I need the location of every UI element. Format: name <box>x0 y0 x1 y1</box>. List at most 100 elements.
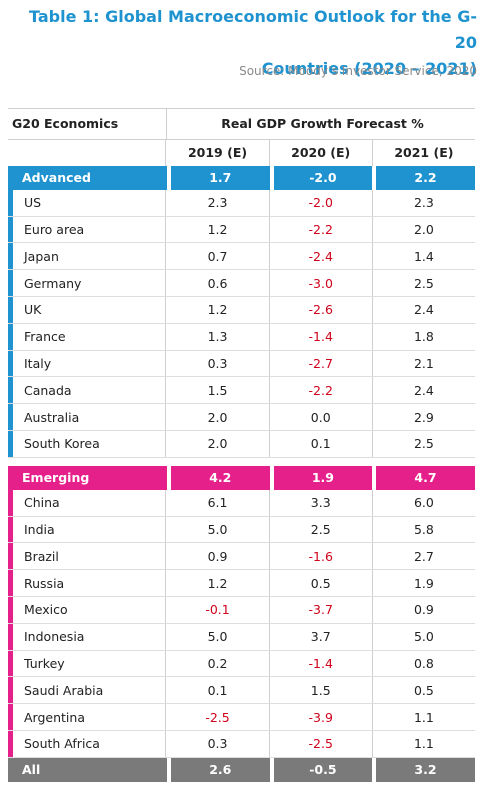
value-cell: 6.1 <box>166 489 270 516</box>
value-cell: 2.0 <box>166 404 270 430</box>
value-cell: -1.4 <box>270 323 373 350</box>
country-name: India <box>8 516 167 543</box>
value-cell: 0.3 <box>166 730 270 757</box>
gdp-table: G20 Economics Real GDP Growth Forecast %… <box>8 108 475 782</box>
value-cell: -2.4 <box>270 243 373 270</box>
country-name: Brazil <box>8 543 167 570</box>
value-cell: 0.5 <box>270 570 373 596</box>
advanced-label: Advanced <box>8 165 167 190</box>
value-cell: 3.7 <box>270 623 373 650</box>
value-cell: 0.9 <box>166 543 270 570</box>
value-cell: 0.8 <box>413 655 434 671</box>
value-cell: 1.8 <box>413 329 434 345</box>
value-cell: 1.5 <box>166 377 270 404</box>
table-row: Turkey 0.2 -1.4 0.8 <box>8 650 475 678</box>
value-cell: -3.9 <box>270 704 373 730</box>
table-row: Germany 0.6 -3.0 2.5 <box>8 270 475 297</box>
value-cell: 1.1 <box>413 709 434 725</box>
value-cell: 0.3 <box>166 350 270 377</box>
value-cell: 2.4 <box>413 302 434 318</box>
value-cell: 1.5 <box>270 677 373 704</box>
table-row: Australia 2.0 0.0 2.9 <box>8 404 475 431</box>
table-row: South Korea 2.0 0.1 2.5 <box>8 430 475 458</box>
title-line-1: Table 1: Global Macroeconomic Outlook fo… <box>29 7 477 52</box>
value-cell: 5.0 <box>413 629 434 645</box>
table-row: Saudi Arabia 0.1 1.5 0.5 <box>8 677 475 705</box>
value-cell: 3.3 <box>270 489 373 516</box>
table-row: South Africa 0.3 -2.5 1.1 <box>8 730 475 758</box>
value-cell: 2.1 <box>413 355 434 371</box>
value-cell: 2.0 <box>166 430 270 457</box>
table-row: Italy 0.3 -2.7 2.1 <box>8 350 475 378</box>
value-cell: 0.0 <box>270 404 373 430</box>
header-g20-economics: G20 Economics <box>12 116 119 131</box>
table-row: China 6.1 3.3 6.0 <box>8 489 475 517</box>
table-row: France 1.3 -1.4 1.8 <box>8 323 475 351</box>
value-cell: -0.1 <box>166 596 270 623</box>
emerging-label: Emerging <box>8 465 167 490</box>
spacer <box>8 458 475 466</box>
table-row: Russia 1.2 0.5 1.9 <box>8 570 475 597</box>
country-name: Germany <box>8 270 167 296</box>
value-cell: -3.0 <box>270 270 373 296</box>
country-name: Euro area <box>8 216 167 243</box>
country-name: UK <box>8 296 167 323</box>
value-cell: 5.8 <box>413 521 434 537</box>
emerging-group-row: Emerging 4.2 1.9 4.7 <box>8 465 475 490</box>
value-cell: 6.0 <box>413 495 434 511</box>
value-cell: 0.5 <box>413 682 434 698</box>
value-cell: 0.7 <box>166 243 270 270</box>
header-row-2: 2019 (E) 2020 (E) 2021 (E) <box>8 140 475 166</box>
emerging-2019: 4.2 <box>167 465 270 490</box>
value-cell: 0.9 <box>413 602 434 618</box>
all-label: All <box>8 757 167 782</box>
value-cell: 2.5 <box>413 436 434 452</box>
value-cell: 2.9 <box>413 409 434 425</box>
header-divider <box>166 109 167 139</box>
table-row: Euro area 1.2 -2.2 2.0 <box>8 216 475 244</box>
table-row: Brazil 0.9 -1.6 2.7 <box>8 543 475 571</box>
value-cell: -1.4 <box>270 650 373 677</box>
value-cell: 2.7 <box>413 548 434 564</box>
advanced-2020: -2.0 <box>269 165 373 190</box>
header-year-2019: 2019 (E) <box>166 140 270 166</box>
country-name: US <box>8 189 167 216</box>
advanced-2019: 1.7 <box>167 165 270 190</box>
emerging-section: China 6.1 3.3 6.0 India 5.0 2.5 5.8 Brazil 0.9 -1.… <box>8 489 475 758</box>
value-cell: 2.5 <box>270 516 373 543</box>
all-row: All 2.6 -0.5 3.2 <box>8 757 475 782</box>
country-name: Japan <box>8 243 167 270</box>
value-cell: 2.3 <box>166 189 270 216</box>
value-cell: -2.5 <box>166 704 270 730</box>
advanced-2021: 2.2 <box>372 165 475 190</box>
table-row: Indonesia 5.0 3.7 5.0 <box>8 623 475 651</box>
country-name: Saudi Arabia <box>8 677 167 704</box>
value-cell: 0.1 <box>270 430 373 457</box>
value-cell: 2.5 <box>413 275 434 291</box>
value-cell: -3.7 <box>270 596 373 623</box>
value-cell: 5.0 <box>166 516 270 543</box>
table-row: Mexico -0.1 -3.7 0.9 <box>8 596 475 624</box>
country-name: Mexico <box>8 596 167 623</box>
all-2020: -0.5 <box>269 757 373 782</box>
header-blank <box>8 140 167 166</box>
value-cell: 1.2 <box>166 570 270 596</box>
country-name: Indonesia <box>8 623 167 650</box>
table-row: US 2.3 -2.0 2.3 <box>8 189 475 217</box>
value-cell: 1.3 <box>166 323 270 350</box>
value-cell: 2.4 <box>413 382 434 398</box>
country-name: China <box>8 489 167 516</box>
value-cell: 1.9 <box>413 575 434 591</box>
value-cell: -1.6 <box>270 543 373 570</box>
all-2019: 2.6 <box>167 757 270 782</box>
header-real-gdp: Real GDP Growth Forecast % <box>221 116 424 131</box>
header-year-2020: 2020 (E) <box>270 140 373 166</box>
value-cell: 1.2 <box>166 296 270 323</box>
country-name: Italy <box>8 350 167 377</box>
country-name: Australia <box>8 404 167 430</box>
country-name: Argentina <box>8 704 167 730</box>
table-row: India 5.0 2.5 5.8 <box>8 516 475 544</box>
country-name: South Korea <box>8 430 167 457</box>
value-cell: 1.4 <box>413 248 434 264</box>
value-cell: 0.2 <box>166 650 270 677</box>
